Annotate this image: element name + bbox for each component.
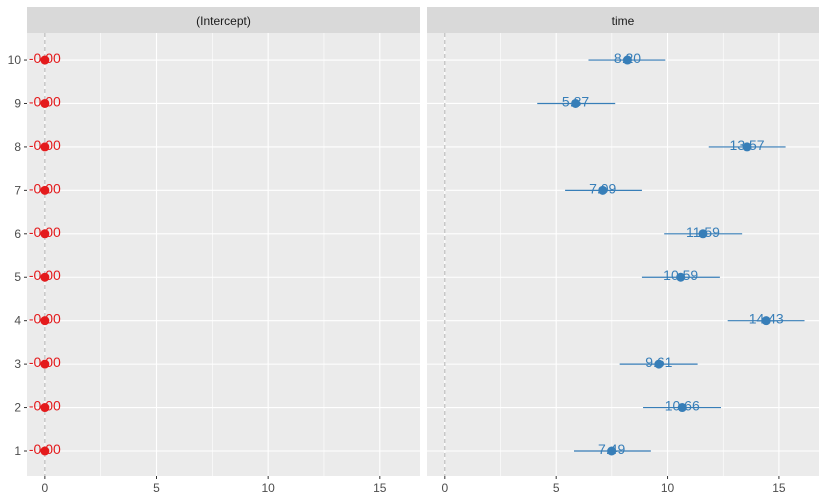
x-tick-label: 15: [772, 481, 786, 495]
estimate-label: -0.00: [29, 441, 61, 457]
x-tick-label: 10: [261, 481, 275, 495]
estimate-point: [676, 272, 686, 282]
facet-strip: [27, 7, 420, 33]
estimate-label: -0.00: [29, 180, 61, 196]
y-tick-label: 1: [14, 444, 21, 458]
estimate-point: [40, 359, 50, 369]
estimate-label: 8.20: [614, 50, 641, 66]
y-tick-label: 9: [14, 96, 21, 110]
estimate-label: 14.43: [749, 311, 784, 327]
panel-background: [27, 33, 420, 476]
x-tick-label: 5: [553, 481, 560, 495]
y-tick-label: 6: [14, 227, 21, 241]
x-tick-label: 15: [373, 481, 387, 495]
estimate-label: 10.59: [663, 267, 698, 283]
panel-background: [427, 33, 819, 476]
estimate-label: -0.00: [29, 311, 61, 327]
estimate-label: 9.61: [645, 354, 672, 370]
estimate-point: [40, 446, 50, 456]
facet-strip-label: (Intercept): [196, 14, 251, 28]
facet-strip: [427, 7, 819, 33]
y-tick-label: 3: [14, 357, 21, 371]
estimate-point: [622, 55, 632, 65]
estimate-point: [40, 229, 50, 239]
estimate-point: [40, 142, 50, 152]
y-tick-label: 7: [14, 183, 21, 197]
panel-time: time 0 5 10 15 8.20 5.87 13.57 7.09 11.59 10.59 14.…: [427, 7, 819, 495]
estimate-label: 5.87: [562, 93, 589, 109]
estimate-point: [40, 98, 50, 108]
y-tick-label: 2: [14, 401, 21, 415]
estimate-point: [654, 359, 664, 369]
estimate-point: [40, 272, 50, 282]
estimate-point: [571, 98, 581, 108]
estimate-point: [607, 446, 617, 456]
estimate-point: [40, 185, 50, 195]
estimate-point: [698, 229, 708, 239]
estimate-label: -0.00: [29, 398, 61, 414]
y-tick-label: 5: [14, 270, 21, 284]
estimate-point: [677, 403, 687, 413]
y-tick-label: 4: [14, 314, 21, 328]
estimate-label: -0.00: [29, 50, 61, 66]
estimate-point: [40, 316, 50, 326]
panel-intercept: (Intercept) 0 5 10 15 -0.00 -0.00 -0.00 -0.00 -0.…: [27, 7, 420, 495]
estimate-label: -0.00: [29, 354, 61, 370]
estimate-label: 7.09: [589, 180, 616, 196]
estimate-label: 7.49: [598, 441, 625, 457]
estimate-label: -0.00: [29, 224, 61, 240]
estimate-point: [742, 142, 752, 152]
facet-strip-label: time: [612, 14, 635, 28]
estimate-label: -0.00: [29, 93, 61, 109]
estimate-label: 10.66: [665, 398, 700, 414]
estimate-point: [761, 316, 771, 326]
x-tick-label: 0: [441, 481, 448, 495]
x-tick-label: 0: [42, 481, 49, 495]
y-tick-label: 8: [14, 140, 21, 154]
y-tick-label: 10: [8, 53, 22, 67]
estimate-label: -0.00: [29, 137, 61, 153]
estimate-point: [40, 55, 50, 65]
x-tick-label: 5: [153, 481, 160, 495]
estimate-point: [40, 403, 50, 413]
estimate-label: -0.00: [29, 267, 61, 283]
estimate-point: [598, 185, 608, 195]
estimate-label: 13.57: [730, 137, 765, 153]
x-tick-label: 10: [661, 481, 675, 495]
y-axis: 1 2 3 4 5 6 7 8 9 10: [8, 53, 27, 458]
estimate-label: 11.59: [686, 224, 720, 240]
